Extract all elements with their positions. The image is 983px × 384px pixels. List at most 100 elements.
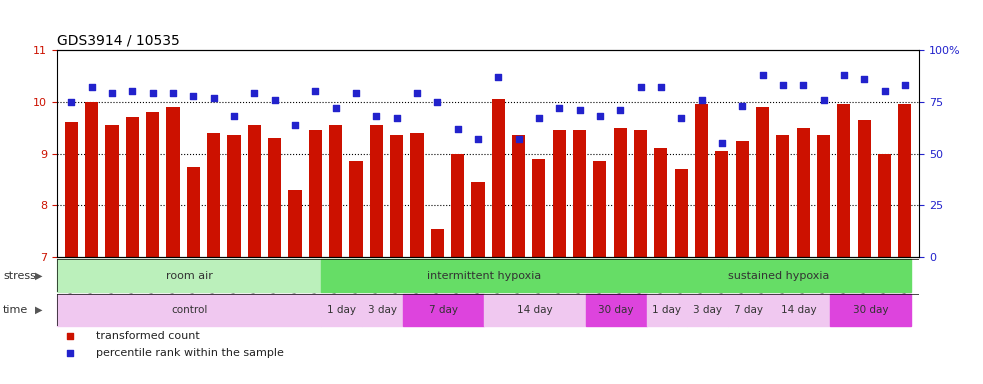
Bar (613, 127, 627, 257)
Bar (57, 259, 321, 292)
Bar (65, 122, 78, 257)
Text: ▶: ▶ (35, 305, 43, 315)
Text: 14 day: 14 day (781, 305, 817, 315)
Bar (431, 229, 444, 257)
Bar (105, 125, 119, 257)
Bar (735, 141, 749, 257)
Bar (634, 130, 647, 257)
Bar (796, 127, 810, 257)
Bar (321, 259, 647, 292)
Bar (349, 161, 363, 257)
Point (633, 84, 649, 90)
Text: 7 day: 7 day (429, 305, 458, 315)
Point (755, 72, 771, 78)
Bar (329, 125, 342, 257)
Bar (830, 294, 911, 326)
Text: 3 day: 3 day (693, 305, 723, 315)
Point (62, 333, 78, 339)
Bar (166, 107, 180, 257)
Bar (769, 294, 830, 326)
Point (409, 90, 425, 96)
Text: sustained hypoxia: sustained hypoxia (728, 270, 830, 281)
Text: 30 day: 30 day (599, 305, 634, 315)
Text: GDS3914 / 10535: GDS3914 / 10535 (57, 33, 180, 47)
Bar (451, 154, 464, 257)
Bar (857, 120, 871, 257)
Bar (655, 149, 667, 257)
Point (205, 94, 221, 101)
Point (531, 115, 547, 121)
Bar (268, 138, 281, 257)
Bar (898, 104, 911, 257)
Text: control: control (171, 305, 207, 315)
Point (165, 90, 181, 96)
Point (470, 136, 486, 142)
Bar (728, 294, 769, 326)
Point (877, 88, 893, 94)
Text: 30 day: 30 day (852, 305, 888, 315)
Point (104, 90, 120, 96)
Bar (309, 130, 321, 257)
Point (348, 90, 364, 96)
Point (572, 107, 588, 113)
Bar (838, 104, 850, 257)
Point (84, 84, 99, 90)
Bar (145, 112, 159, 257)
Bar (370, 125, 382, 257)
Text: stress: stress (3, 270, 35, 281)
Text: 14 day: 14 day (517, 305, 552, 315)
Point (795, 82, 811, 88)
Text: intermittent hypoxia: intermittent hypoxia (427, 270, 541, 281)
Point (816, 97, 832, 103)
Point (734, 103, 750, 109)
Point (369, 113, 384, 119)
Point (125, 88, 141, 94)
Point (856, 76, 872, 82)
Text: transformed count: transformed count (95, 331, 200, 341)
Bar (777, 136, 789, 257)
Bar (227, 136, 241, 257)
Point (327, 105, 343, 111)
Bar (756, 107, 769, 257)
Text: 3 day: 3 day (368, 305, 397, 315)
Point (388, 115, 404, 121)
Point (63, 99, 79, 105)
Bar (695, 104, 708, 257)
Point (226, 113, 242, 119)
Point (266, 97, 282, 103)
Bar (586, 294, 647, 326)
Bar (674, 169, 688, 257)
Point (836, 72, 851, 78)
Point (551, 105, 567, 111)
Bar (288, 190, 302, 257)
Point (430, 99, 445, 105)
Bar (126, 118, 139, 257)
Bar (471, 182, 485, 257)
Bar (573, 130, 586, 257)
Bar (57, 294, 321, 326)
Bar (512, 136, 525, 257)
Text: room air: room air (166, 270, 212, 281)
Point (714, 140, 729, 146)
Point (694, 97, 710, 103)
Point (449, 126, 465, 132)
Bar (390, 136, 403, 257)
Bar (716, 151, 728, 257)
Bar (362, 294, 403, 326)
Text: 1 day: 1 day (653, 305, 681, 315)
Bar (594, 161, 607, 257)
Point (491, 74, 506, 80)
Point (247, 90, 262, 96)
Bar (248, 125, 260, 257)
Text: ▶: ▶ (35, 270, 43, 281)
Point (673, 115, 689, 121)
Point (511, 136, 527, 142)
Text: time: time (3, 305, 29, 315)
Bar (492, 99, 505, 257)
Bar (484, 294, 586, 326)
Point (612, 107, 628, 113)
Bar (410, 133, 424, 257)
Bar (687, 294, 728, 326)
Point (653, 84, 668, 90)
Point (186, 93, 202, 99)
